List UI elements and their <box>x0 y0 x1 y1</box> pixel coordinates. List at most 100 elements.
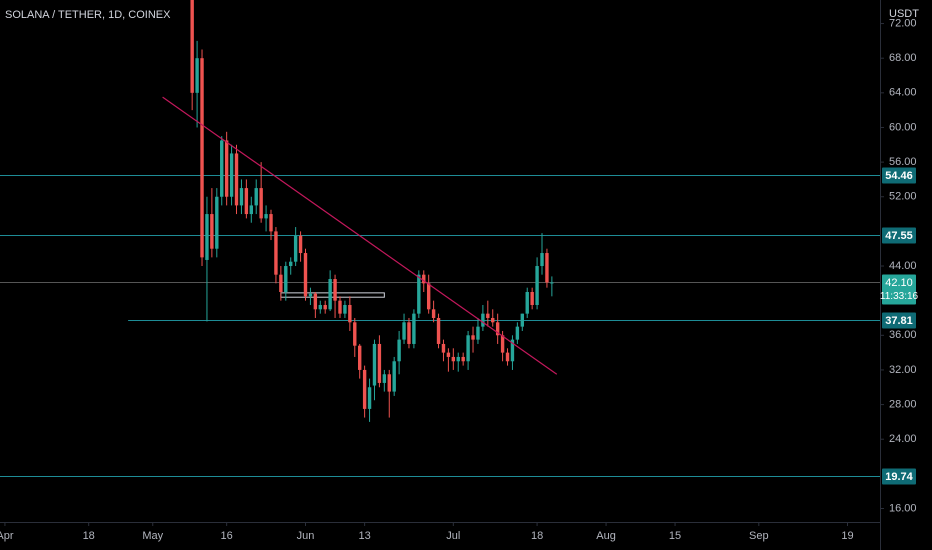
candle-body <box>313 293 318 310</box>
level-label-bg <box>882 227 916 244</box>
candle-body <box>289 261 293 267</box>
x-tick-label: Jun <box>297 530 315 542</box>
x-tick-label: Apr <box>0 530 14 542</box>
candle-body <box>510 339 515 362</box>
candle-body <box>293 235 298 262</box>
candle-body <box>451 356 456 362</box>
y-tick-label: 16.00 <box>889 502 917 514</box>
candle-body <box>387 374 391 392</box>
candle-body <box>284 266 288 293</box>
y-tick-label: 28.00 <box>889 398 917 410</box>
candle-body <box>515 326 520 340</box>
candle-body <box>392 361 396 392</box>
x-tick-label: 15 <box>669 530 681 542</box>
candle-body <box>407 322 411 344</box>
candle-body <box>471 335 475 340</box>
plot-area <box>0 0 880 477</box>
candle-body <box>353 322 357 346</box>
candle-body <box>545 253 549 283</box>
y-tick-label: 68.00 <box>889 52 917 64</box>
candle-body <box>200 58 204 258</box>
level-label: 47.55 <box>885 230 913 242</box>
candle-body <box>195 58 199 93</box>
y-tick-label: 36.00 <box>889 329 917 341</box>
level-label: 37.81 <box>885 315 913 327</box>
y-tick-label: 32.00 <box>889 364 917 376</box>
axes: 72.00 68.00 64.00 60.00 56.00 52.00 44.00 36.00… <box>0 17 919 541</box>
candle-body <box>259 188 263 219</box>
candle-body <box>382 374 387 383</box>
x-tick-label: 18 <box>83 530 95 542</box>
candle-body <box>362 369 367 409</box>
candle-body <box>520 313 525 327</box>
candle-body <box>229 153 234 197</box>
candle-body <box>402 322 406 340</box>
y-tick-label: 64.00 <box>889 87 917 99</box>
candle-body <box>476 326 480 340</box>
candle-body <box>343 304 347 314</box>
level-label-bg <box>882 468 916 485</box>
candle-body <box>417 274 421 314</box>
candle-body <box>323 304 327 310</box>
y-tick-label: 44.00 <box>889 260 917 272</box>
candle-body <box>303 253 308 297</box>
candle-body <box>274 231 278 275</box>
x-tick-label: 19 <box>841 530 853 542</box>
candle-body <box>441 343 446 353</box>
candle-body <box>550 282 554 284</box>
candle-body <box>338 300 342 314</box>
candle-body <box>446 352 451 357</box>
candle-body <box>279 274 283 293</box>
candle-body <box>269 214 273 232</box>
candle-body <box>357 345 362 370</box>
candle-body <box>333 279 337 301</box>
candle-body <box>264 214 268 219</box>
x-tick-label: 18 <box>531 530 543 542</box>
y-tick-label: 72.00 <box>889 17 917 29</box>
candle-body <box>377 343 382 383</box>
candle-body <box>298 235 303 254</box>
level-label: 19.74 <box>885 471 913 483</box>
candle-body <box>367 387 372 409</box>
candle-body <box>210 214 214 249</box>
x-tick-label: Jul <box>446 530 460 542</box>
candle-body <box>215 196 219 249</box>
candle-body <box>505 352 510 362</box>
countdown: 11:33:16 <box>880 291 919 302</box>
candle-body <box>431 309 436 318</box>
last-price-label: 42.10 <box>885 277 913 289</box>
x-tick-label: 16 <box>221 530 233 542</box>
level-label-bg <box>882 167 916 184</box>
x-tick-label: 13 <box>359 530 371 542</box>
y-unit: USDT <box>889 8 919 20</box>
candle-body <box>466 335 470 362</box>
candle-body <box>530 292 534 305</box>
candle-body <box>244 188 249 215</box>
candle-body <box>239 188 244 206</box>
candle-body <box>224 140 229 197</box>
candle-body <box>491 317 495 323</box>
candle-body <box>481 313 485 327</box>
candle-body <box>456 356 460 362</box>
candle-body <box>426 283 431 310</box>
candle-body <box>436 317 441 344</box>
candle-body <box>205 214 209 260</box>
y-tick-label: 52.00 <box>889 191 917 203</box>
level-label-bg <box>882 312 916 329</box>
candle-body <box>328 279 332 310</box>
y-tick-label: 24.00 <box>889 433 917 445</box>
candle-body <box>461 356 465 362</box>
trendline <box>162 96 558 375</box>
y-tick-label: 60.00 <box>889 121 917 133</box>
candle-body <box>220 140 224 197</box>
candle-body <box>372 343 377 386</box>
candle-body <box>190 0 194 93</box>
level-label: 54.46 <box>885 170 913 182</box>
candle-body <box>500 335 505 353</box>
candle-body <box>495 322 500 336</box>
candle-body <box>348 304 352 323</box>
x-tick-label: May <box>142 530 163 542</box>
